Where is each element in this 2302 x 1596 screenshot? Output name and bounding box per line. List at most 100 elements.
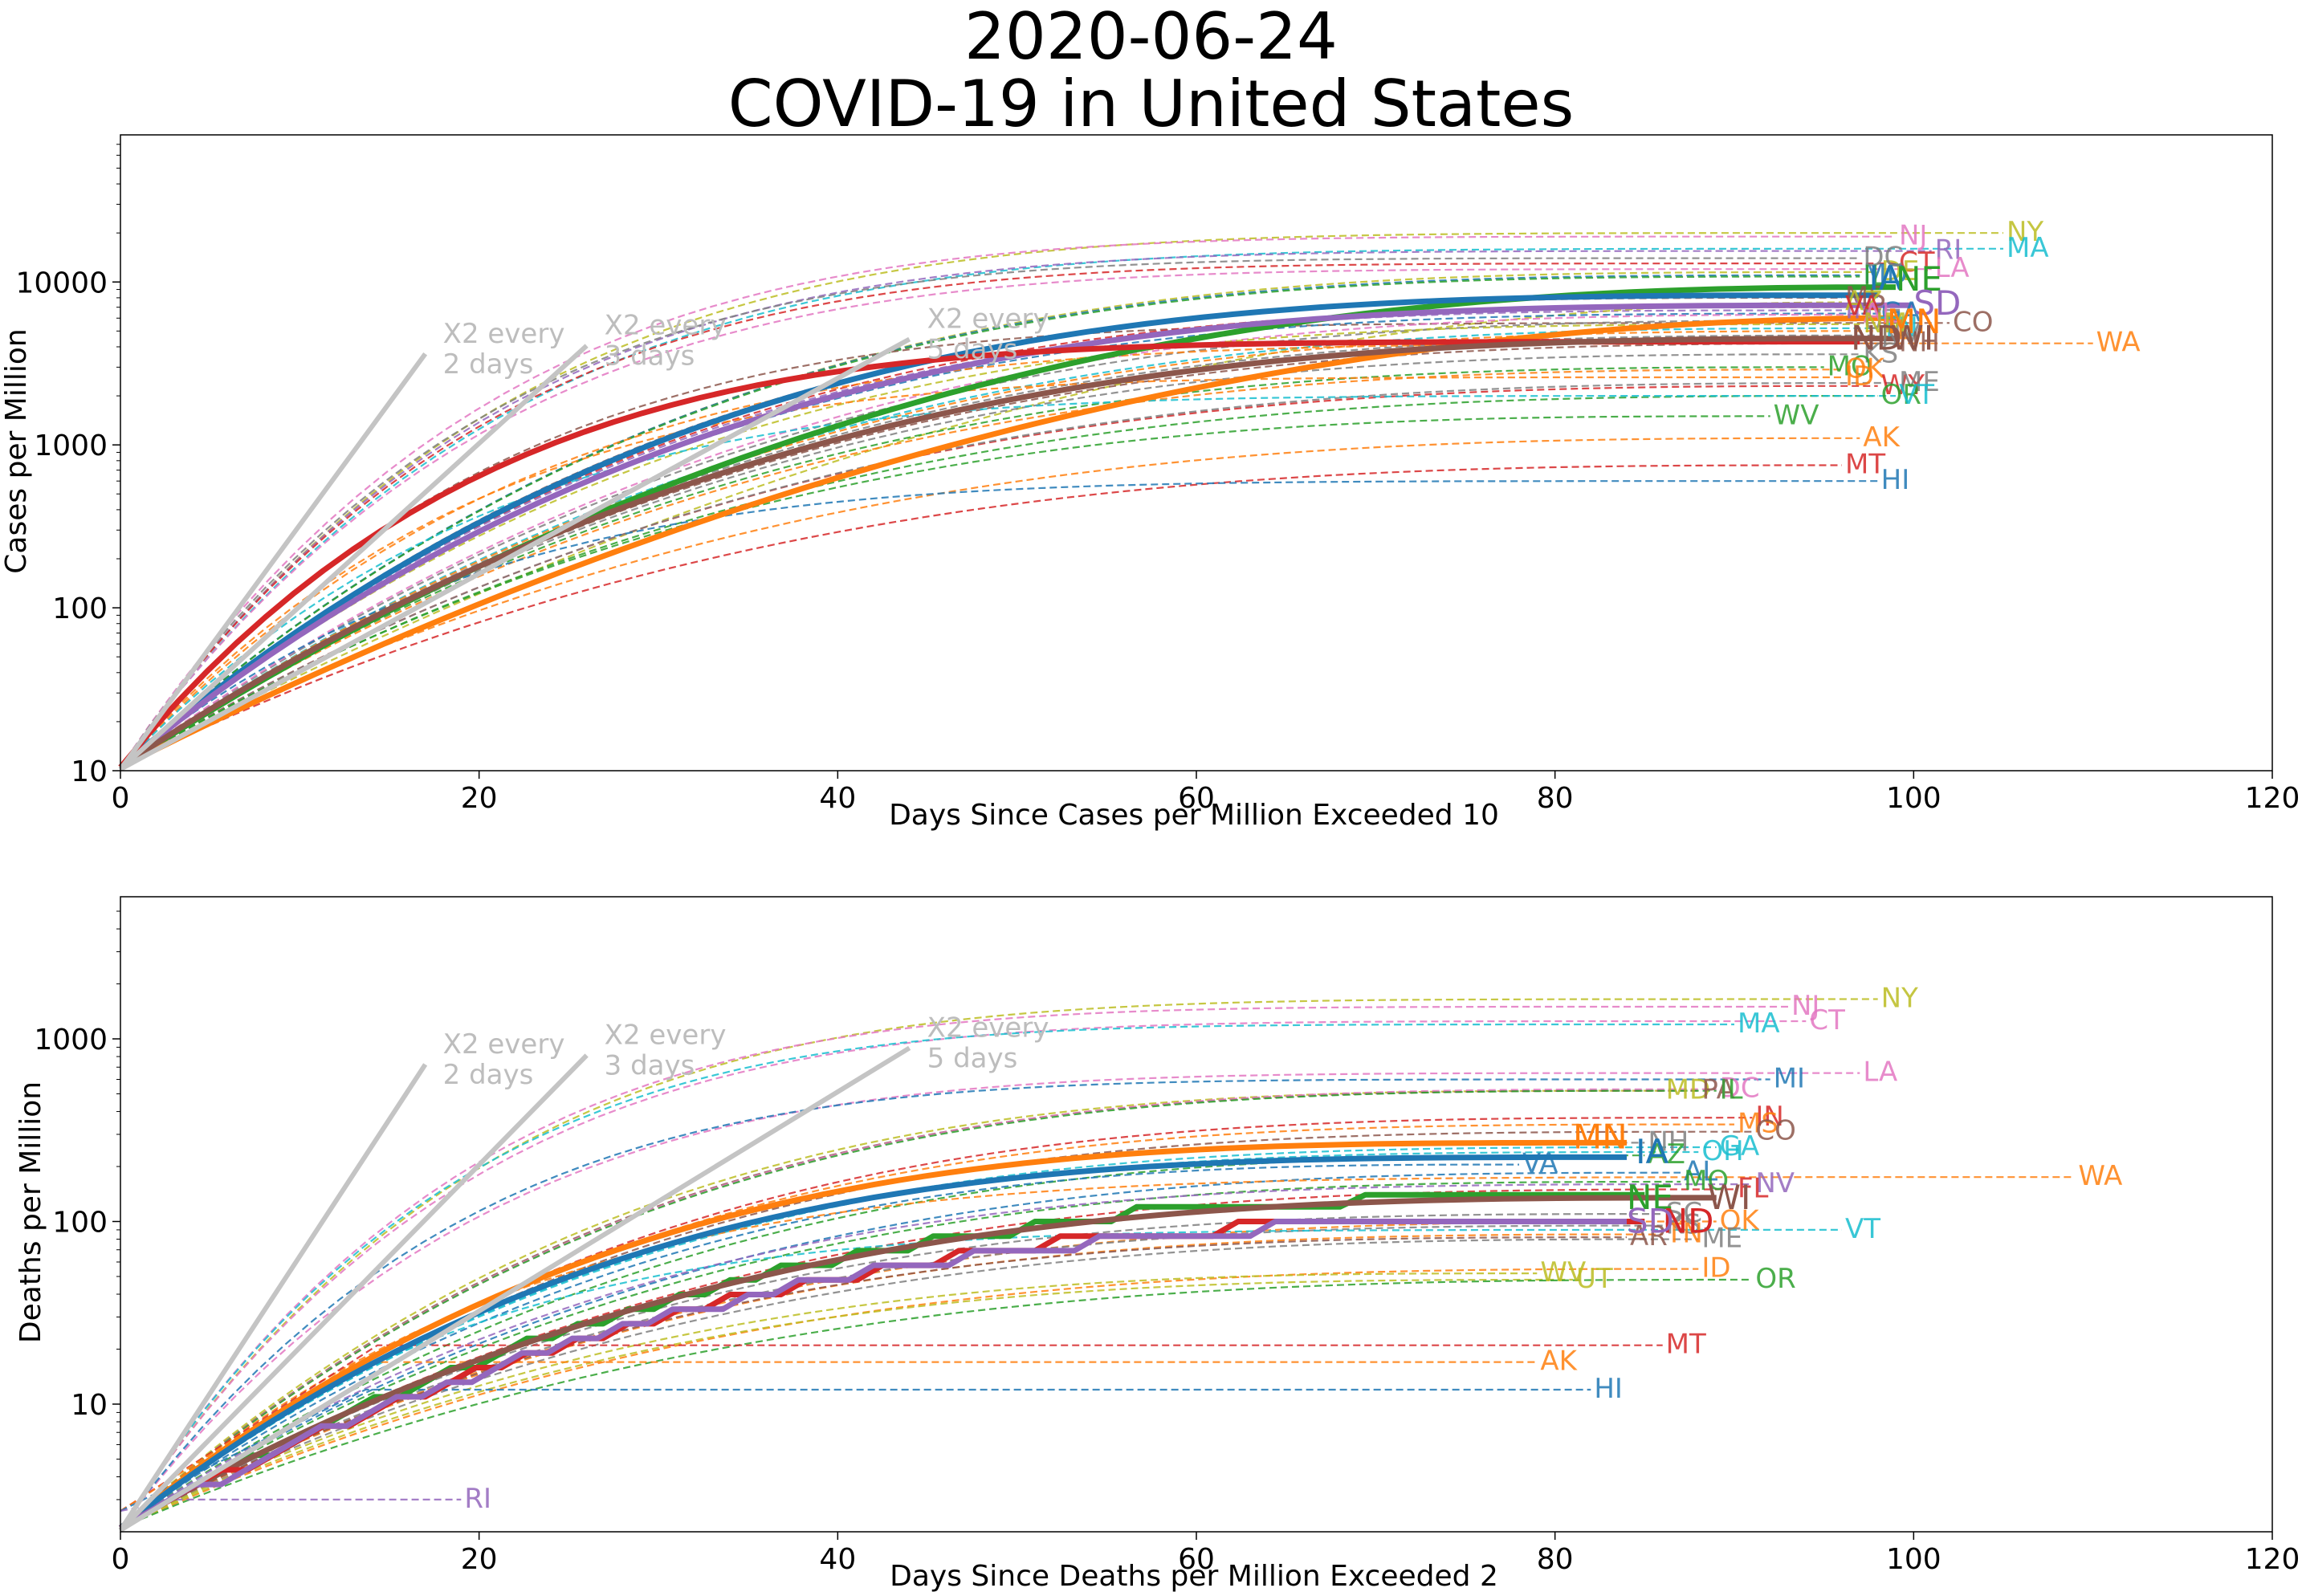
- cases-series-az: [120, 301, 1843, 768]
- cases-bold-label-nd: ND: [1851, 319, 1902, 358]
- deaths-label-il: IL: [1720, 1074, 1743, 1106]
- deaths-bold-series-mn: [118, 1139, 1627, 1530]
- cases-series-wv: [120, 415, 1770, 768]
- deaths-label-ga: GA: [1720, 1130, 1760, 1162]
- deaths-series-or: [120, 1278, 1753, 1529]
- cases-label-ma: MA: [2007, 232, 2049, 264]
- cases-label-nm: NM: [1863, 307, 1907, 340]
- deaths-series-oh: [120, 1150, 1699, 1529]
- deaths-y-axis-label: Deaths per Million: [14, 1081, 47, 1343]
- deaths-label-va: VA: [1522, 1148, 1558, 1180]
- cases-label-hi: HI: [1881, 464, 1910, 496]
- cases-label-de: DE: [1881, 255, 1920, 287]
- cases-series-ma: [120, 247, 2003, 768]
- deaths-label-oh: OH: [1701, 1135, 1743, 1167]
- cases-x-axis-label: Days Since Cases per Million Exceeded 10: [889, 799, 1499, 832]
- deaths-label-fl: FL: [1738, 1172, 1769, 1204]
- deaths-guide-3-days: [118, 1053, 589, 1533]
- deaths-xtick-0: 0: [112, 1543, 130, 1576]
- deaths-xtick-80: 80: [1537, 1543, 1574, 1576]
- deaths-xtick-60: 60: [1178, 1543, 1215, 1576]
- title-main: COVID-19 in United States: [727, 67, 1575, 141]
- cases-label-al: AL: [1863, 298, 1897, 330]
- deaths-series-tn: [120, 1233, 1663, 1529]
- cases-bold-series-mn: [119, 315, 1897, 770]
- deaths-guide-label-2-line1: X2 every: [443, 1028, 565, 1061]
- cases-axes-frame: [120, 134, 2273, 772]
- deaths-series-nv: [120, 1183, 1753, 1529]
- cases-xtick-120: 120: [2245, 782, 2300, 815]
- cases-series-dc: [120, 257, 1860, 768]
- deaths-series-va: [120, 1163, 1519, 1529]
- cases-label-ri: RI: [1935, 234, 1962, 267]
- cases-xtick-40: 40: [819, 782, 856, 815]
- cases-axis-layer: 0 20 40 60 80 100 120 10 100 1000 10000: [15, 134, 2300, 815]
- deaths-series-ma: [120, 1023, 1734, 1529]
- deaths-label-ri: RI: [464, 1483, 491, 1515]
- deaths-label-nj: NJ: [1791, 990, 1819, 1022]
- cases-bold-label-mn: MN: [1887, 302, 1941, 341]
- deaths-bold-series-sd: [119, 1219, 1627, 1531]
- deaths-label-ok: OK: [1720, 1205, 1761, 1237]
- deaths-series-mo: [120, 1180, 1681, 1529]
- deaths-label-wv: WV: [1540, 1256, 1586, 1289]
- deaths-label-nh: NH: [1648, 1126, 1689, 1158]
- deaths-series-id: [120, 1268, 1699, 1529]
- cases-label-in: IN: [1845, 294, 1873, 326]
- deaths-ytick-100: 100: [52, 1207, 108, 1240]
- deaths-label-or: OR: [1755, 1263, 1795, 1295]
- deaths-label-tn: TN: [1665, 1218, 1703, 1250]
- cases-bold-series-ia: [118, 292, 1878, 770]
- cases-series-la: [120, 268, 1932, 768]
- deaths-bold-label-ne: NE: [1627, 1178, 1673, 1217]
- cases-xtick-20: 20: [461, 782, 498, 815]
- deaths-label-id: ID: [1701, 1252, 1730, 1285]
- cases-bold-series-wi: [119, 336, 1896, 770]
- deaths-guide-label-2-line2: 2 days: [443, 1059, 534, 1091]
- deaths-label-ks: KS: [1666, 1209, 1701, 1241]
- deaths-series-az: [120, 1154, 1645, 1529]
- deaths-label-ms: MS: [1738, 1108, 1778, 1140]
- cases-series-mo: [120, 366, 1824, 768]
- cases-guide-label-5-line1: X2 every: [927, 303, 1049, 335]
- deaths-series-ut: [120, 1278, 1573, 1529]
- deaths-guide-label-3-line1: X2 every: [605, 1020, 727, 1052]
- deaths-bold-label-wi: WI: [1708, 1178, 1751, 1217]
- deaths-series-ms: [120, 1123, 1734, 1529]
- deaths-series-hi: [120, 1388, 1591, 1513]
- deaths-label-ut: UT: [1576, 1263, 1613, 1295]
- cases-bold-label-ne: NE: [1896, 259, 1942, 299]
- deaths-series-layer: [118, 998, 2076, 1531]
- deaths-series-il: [120, 1089, 1717, 1529]
- cases-label-ny: NY: [2007, 216, 2043, 248]
- cases-series-co: [120, 322, 1950, 768]
- cases-label-wv: WV: [1774, 399, 1819, 431]
- deaths-label-dc: DC: [1720, 1073, 1760, 1105]
- cases-series-al: [120, 313, 1860, 768]
- deaths-bold-series-wi: [119, 1195, 1717, 1531]
- deaths-x-axis-label: Days Since Deaths per Million Exceeded 2: [890, 1560, 1498, 1593]
- cases-label-nh: NH: [1899, 327, 1940, 359]
- cases-y-axis-label: Cases per Million: [0, 328, 33, 573]
- deaths-label-ma: MA: [1738, 1008, 1780, 1040]
- deaths-bold-label-ia: IA: [1636, 1132, 1668, 1171]
- deaths-label-ny: NY: [1881, 983, 1918, 1015]
- cases-label-dc: DC: [1863, 242, 1903, 274]
- deaths-label-co: CO: [1755, 1115, 1796, 1147]
- cases-guide-3-days: [118, 344, 589, 772]
- cases-series-ok: [120, 368, 1842, 768]
- deaths-series-ri: [120, 1498, 462, 1513]
- cases-label-wa: WA: [2096, 327, 2141, 359]
- deaths-series-al: [120, 1171, 1681, 1529]
- deaths-series-la: [120, 1072, 1860, 1529]
- cases-guide-label-5-line2: 5 days: [927, 333, 1018, 365]
- cases-series-id: [120, 376, 1842, 768]
- deaths-series-mt: [120, 1344, 1663, 1513]
- deaths-series-mi: [120, 1078, 1770, 1529]
- cases-label-nj: NJ: [1899, 220, 1927, 252]
